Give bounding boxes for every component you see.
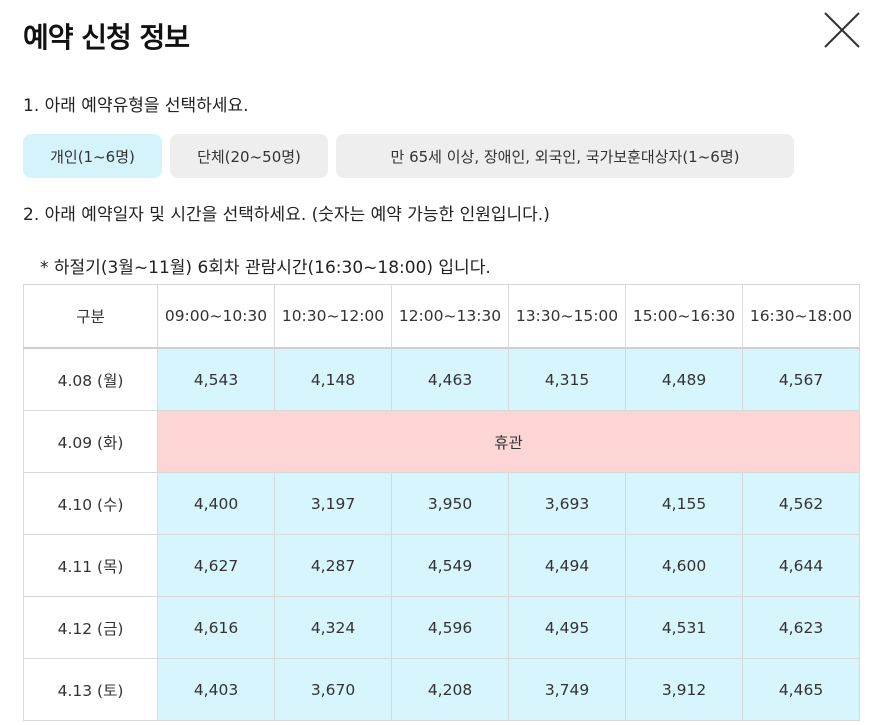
row-date: 4.10 (수): [23, 472, 158, 535]
slot-cell[interactable]: 3,950: [391, 472, 509, 535]
slot-cell[interactable]: 4,155: [625, 472, 743, 535]
table-row: 4.09 (화) 휴관: [23, 410, 860, 473]
slot-cell[interactable]: 4,400: [157, 472, 275, 535]
slot-cell[interactable]: 4,549: [391, 534, 509, 597]
slot-cell[interactable]: 4,463: [391, 347, 509, 411]
type-priority-button[interactable]: 만 65세 이상, 장애인, 외국인, 국가보훈대상자(1~6명): [336, 134, 794, 178]
slot-cell[interactable]: 4,543: [157, 347, 275, 411]
row-date: 4.12 (금): [23, 596, 158, 659]
table-row: 4.10 (수) 4,400 3,197 3,950 3,693 4,155 4…: [23, 472, 860, 535]
slot-cell[interactable]: 3,197: [274, 472, 392, 535]
slot-cell[interactable]: 4,600: [625, 534, 743, 597]
table-row: 4.11 (목) 4,627 4,287 4,549 4,494 4,600 4…: [23, 534, 860, 597]
step1-instruction: 1. 아래 예약유형을 선택하세요.: [23, 96, 249, 116]
table-row: 4.08 (월) 4,543 4,148 4,463 4,315 4,489 4…: [23, 347, 860, 411]
header-slot: 15:00~16:30: [625, 284, 743, 349]
slot-cell[interactable]: 4,623: [742, 596, 860, 659]
type-individual-button[interactable]: 개인(1~6명): [23, 134, 162, 178]
close-icon[interactable]: [822, 10, 862, 50]
slot-cell[interactable]: 3,912: [625, 658, 743, 721]
slot-cell[interactable]: 4,567: [742, 347, 860, 411]
row-date: 4.11 (목): [23, 534, 158, 597]
header-slot: 16:30~18:00: [742, 284, 860, 349]
slot-cell[interactable]: 4,287: [274, 534, 392, 597]
slot-cell[interactable]: 3,670: [274, 658, 392, 721]
slot-cell[interactable]: 4,562: [742, 472, 860, 535]
slot-cell[interactable]: 4,495: [508, 596, 626, 659]
schedule-table: 구분 09:00~10:30 10:30~12:00 12:00~13:30 1…: [23, 284, 860, 721]
step2-instruction: 2. 아래 예약일자 및 시간을 선택하세요. (숫자는 예약 가능한 인원입니…: [23, 205, 550, 225]
slot-cell[interactable]: 4,616: [157, 596, 275, 659]
row-date: 4.08 (월): [23, 347, 158, 411]
season-note: * 하절기(3월~11월) 6회차 관람시간(16:30~18:00) 입니다.: [40, 258, 491, 278]
header-slot: 09:00~10:30: [157, 284, 275, 349]
header-category: 구분: [23, 284, 158, 349]
slot-cell[interactable]: 4,403: [157, 658, 275, 721]
reservation-type-group: 개인(1~6명) 단체(20~50명) 만 65세 이상, 장애인, 외국인, …: [23, 134, 794, 178]
table-row: 4.13 (토) 4,403 3,670 4,208 3,749 3,912 4…: [23, 658, 860, 721]
row-date: 4.13 (토): [23, 658, 158, 721]
slot-cell[interactable]: 3,693: [508, 472, 626, 535]
closed-cell: 휴관: [157, 410, 860, 473]
type-group-button[interactable]: 단체(20~50명): [170, 134, 328, 178]
slot-cell[interactable]: 4,644: [742, 534, 860, 597]
slot-cell[interactable]: 4,494: [508, 534, 626, 597]
slot-cell[interactable]: 4,531: [625, 596, 743, 659]
slot-cell[interactable]: 4,148: [274, 347, 392, 411]
slot-cell[interactable]: 4,465: [742, 658, 860, 721]
slot-cell[interactable]: 4,208: [391, 658, 509, 721]
row-date: 4.09 (화): [23, 410, 158, 473]
slot-cell[interactable]: 4,324: [274, 596, 392, 659]
table-header-row: 구분 09:00~10:30 10:30~12:00 12:00~13:30 1…: [23, 284, 860, 349]
header-slot: 13:30~15:00: [508, 284, 626, 349]
slot-cell[interactable]: 4,596: [391, 596, 509, 659]
header-slot: 12:00~13:30: [391, 284, 509, 349]
dialog-title: 예약 신청 정보: [23, 21, 190, 54]
slot-cell[interactable]: 4,627: [157, 534, 275, 597]
slot-cell[interactable]: 3,749: [508, 658, 626, 721]
table-row: 4.12 (금) 4,616 4,324 4,596 4,495 4,531 4…: [23, 596, 860, 659]
header-slot: 10:30~12:00: [274, 284, 392, 349]
slot-cell[interactable]: 4,489: [625, 347, 743, 411]
slot-cell[interactable]: 4,315: [508, 347, 626, 411]
